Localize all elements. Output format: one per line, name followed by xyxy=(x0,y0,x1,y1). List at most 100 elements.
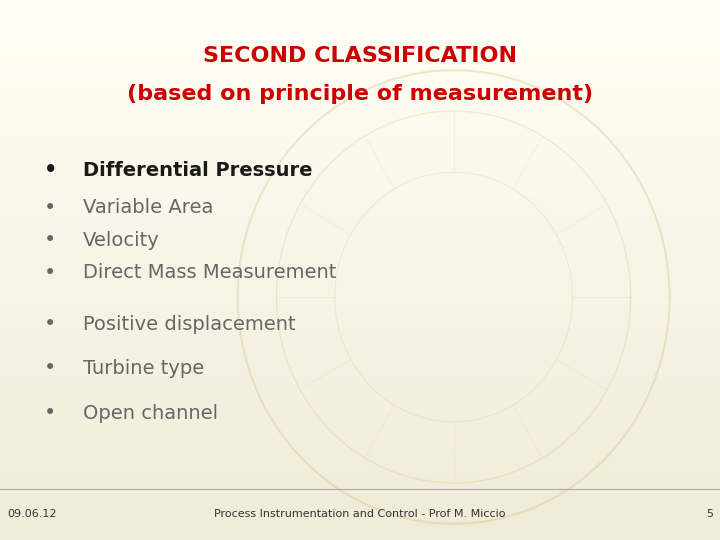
Bar xyxy=(0,23,720,27)
Bar xyxy=(0,216,720,220)
Bar xyxy=(0,31,720,36)
Bar xyxy=(0,301,720,306)
Bar xyxy=(0,81,720,85)
Bar xyxy=(0,252,720,256)
Text: •: • xyxy=(44,230,57,251)
Bar xyxy=(0,328,720,333)
Bar xyxy=(0,450,720,455)
Text: 5: 5 xyxy=(706,509,713,519)
Text: Process Instrumentation and Control - Prof M. Miccio: Process Instrumentation and Control - Pr… xyxy=(215,509,505,519)
Bar xyxy=(0,90,720,94)
Bar xyxy=(0,131,720,135)
Bar xyxy=(0,270,720,274)
Bar xyxy=(0,122,720,126)
Bar xyxy=(0,432,720,436)
Bar xyxy=(0,63,720,68)
Bar xyxy=(0,243,720,247)
Bar xyxy=(0,126,720,131)
Bar xyxy=(0,288,720,293)
Bar xyxy=(0,112,720,117)
Bar xyxy=(0,374,720,378)
Text: Turbine type: Turbine type xyxy=(83,359,204,378)
Bar xyxy=(0,117,720,122)
Bar xyxy=(0,364,720,369)
Bar xyxy=(0,27,720,31)
Text: •: • xyxy=(44,314,57,334)
Bar xyxy=(0,513,720,517)
Bar xyxy=(0,504,720,509)
Bar xyxy=(0,526,720,531)
Bar xyxy=(0,162,720,166)
Bar xyxy=(0,45,720,50)
Bar xyxy=(0,293,720,297)
Bar xyxy=(0,333,720,338)
Text: 09.06.12: 09.06.12 xyxy=(7,509,57,519)
Text: Variable Area: Variable Area xyxy=(83,198,213,218)
Bar xyxy=(0,482,720,486)
Bar xyxy=(0,274,720,279)
Bar xyxy=(0,455,720,459)
Bar xyxy=(0,77,720,81)
Bar xyxy=(0,4,720,9)
Bar xyxy=(0,171,720,176)
Bar xyxy=(0,342,720,347)
Bar xyxy=(0,441,720,445)
Bar xyxy=(0,68,720,72)
Bar xyxy=(0,234,720,239)
Bar xyxy=(0,378,720,382)
Bar xyxy=(0,54,720,58)
Bar xyxy=(0,180,720,185)
Bar xyxy=(0,239,720,243)
Bar xyxy=(0,536,720,540)
Bar xyxy=(0,9,720,14)
Bar xyxy=(0,220,720,225)
Bar xyxy=(0,193,720,198)
Bar xyxy=(0,198,720,202)
Bar xyxy=(0,166,720,171)
Bar xyxy=(0,369,720,374)
Bar xyxy=(0,446,720,450)
Text: •: • xyxy=(44,358,57,379)
Bar xyxy=(0,230,720,234)
Bar xyxy=(0,144,720,148)
Bar xyxy=(0,297,720,301)
Text: Differential Pressure: Differential Pressure xyxy=(83,160,312,180)
Bar xyxy=(0,256,720,261)
Bar xyxy=(0,85,720,90)
Text: •: • xyxy=(44,403,57,423)
Bar xyxy=(0,517,720,522)
Bar xyxy=(0,472,720,477)
Bar xyxy=(0,99,720,104)
Text: SECOND CLASSIFICATION: SECOND CLASSIFICATION xyxy=(203,46,517,66)
Bar xyxy=(0,468,720,472)
Bar xyxy=(0,40,720,45)
Bar xyxy=(0,347,720,351)
Bar xyxy=(0,207,720,212)
Bar xyxy=(0,531,720,536)
Bar xyxy=(0,261,720,266)
Bar xyxy=(0,338,720,342)
Text: Direct Mass Measurement: Direct Mass Measurement xyxy=(83,263,336,282)
Text: Velocity: Velocity xyxy=(83,231,160,250)
Bar xyxy=(0,320,720,324)
Bar xyxy=(0,387,720,392)
Bar xyxy=(0,225,720,229)
Bar xyxy=(0,18,720,23)
Bar xyxy=(0,153,720,158)
Bar xyxy=(0,14,720,18)
Bar xyxy=(0,306,720,310)
Bar xyxy=(0,401,720,405)
Bar xyxy=(0,414,720,418)
Bar xyxy=(0,477,720,482)
Bar xyxy=(0,418,720,423)
Bar xyxy=(0,139,720,144)
Text: Open channel: Open channel xyxy=(83,403,218,423)
Text: (based on principle of measurement): (based on principle of measurement) xyxy=(127,84,593,104)
Text: •: • xyxy=(44,198,57,218)
Bar xyxy=(0,360,720,364)
Bar xyxy=(0,486,720,490)
Bar xyxy=(0,266,720,270)
Bar xyxy=(0,409,720,414)
Bar xyxy=(0,423,720,428)
Bar xyxy=(0,351,720,355)
